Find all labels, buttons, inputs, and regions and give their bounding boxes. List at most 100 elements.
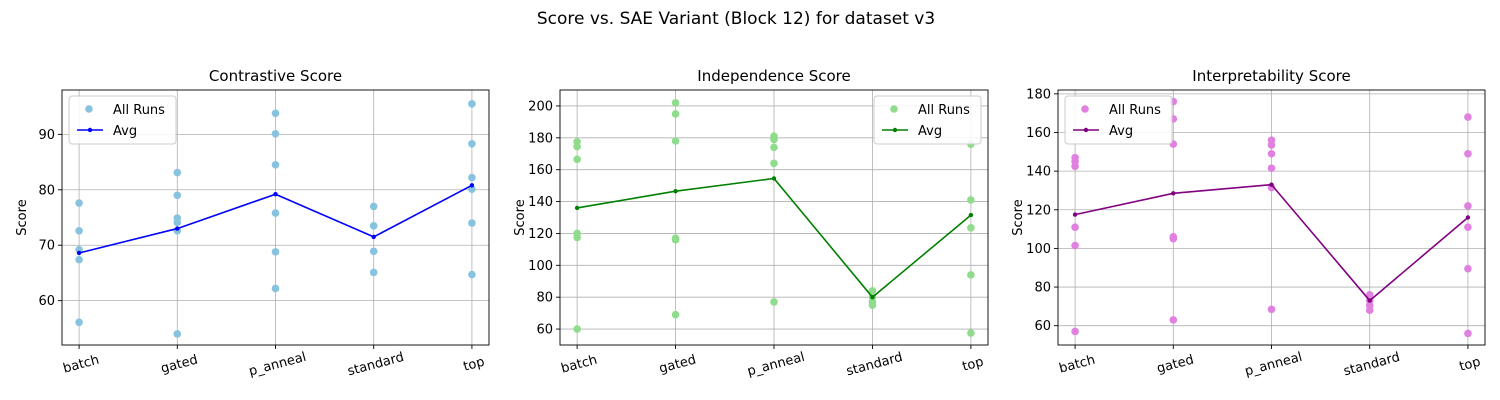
y-tick-label: 80 bbox=[536, 291, 553, 306]
run-point bbox=[573, 155, 581, 164]
x-tick-label: gated bbox=[1155, 353, 1195, 377]
run-point bbox=[868, 287, 877, 295]
legend-avg-label: Avg bbox=[1109, 124, 1133, 139]
y-tick-label: 160 bbox=[1026, 126, 1051, 141]
y-tick-label: 180 bbox=[1026, 87, 1051, 102]
run-point bbox=[671, 310, 680, 319]
run-point bbox=[770, 143, 778, 152]
y-tick-label: 60 bbox=[1034, 319, 1051, 334]
run-point bbox=[271, 129, 280, 138]
run-point bbox=[1071, 241, 1079, 250]
y-tick-label: 100 bbox=[528, 259, 553, 274]
independence-title: Independence Score bbox=[697, 67, 850, 85]
avg-point bbox=[1072, 212, 1078, 217]
run-point bbox=[1169, 316, 1178, 324]
legend-box bbox=[68, 95, 177, 145]
x-tick-label: top bbox=[462, 355, 486, 375]
run-point bbox=[468, 173, 476, 182]
legend-avg-label: Avg bbox=[113, 124, 137, 139]
y-tick-label: 140 bbox=[1026, 165, 1051, 180]
run-point bbox=[75, 255, 83, 264]
run-point bbox=[271, 161, 280, 169]
run-point bbox=[573, 142, 581, 151]
run-point bbox=[1267, 305, 1276, 314]
legend-runs-marker bbox=[85, 105, 93, 113]
y-axis-label: Score bbox=[1011, 199, 1026, 235]
x-tick-label: p_anneal bbox=[1243, 350, 1304, 380]
avg-point bbox=[574, 205, 580, 211]
run-point bbox=[1071, 327, 1079, 336]
y-tick-label: 80 bbox=[1034, 281, 1051, 296]
run-point bbox=[671, 98, 680, 107]
run-point bbox=[671, 110, 680, 118]
x-tick-label: gated bbox=[159, 353, 199, 377]
avg-point bbox=[76, 250, 82, 256]
y-tick-label: 140 bbox=[528, 195, 553, 210]
run-point bbox=[967, 271, 975, 279]
interpretability-panel: Interpretability Score 60 80 100 120 140 160 18… bbox=[1011, 67, 1486, 380]
run-point bbox=[1365, 306, 1374, 315]
run-point bbox=[468, 219, 476, 227]
legend-avg-label: Avg bbox=[918, 124, 942, 139]
x-tick-label: top bbox=[961, 355, 985, 375]
x-tick-label: gated bbox=[658, 353, 698, 377]
run-point bbox=[1464, 113, 1472, 121]
run-point bbox=[271, 248, 280, 256]
y-axis-label: Score bbox=[513, 199, 528, 235]
y-tick-label: 60 bbox=[536, 323, 553, 338]
x-tick-label: p_anneal bbox=[746, 350, 807, 380]
run-point bbox=[369, 247, 378, 256]
contrastive-legend: All Runs Avg bbox=[68, 95, 177, 145]
contrastive-panel: Contrastive Score 60 70 80 90 batch gated p_ann… bbox=[15, 67, 490, 380]
run-point bbox=[173, 218, 182, 227]
run-point bbox=[173, 191, 182, 200]
run-point bbox=[75, 245, 83, 254]
run-point bbox=[271, 209, 280, 217]
y-tick-label: 180 bbox=[528, 131, 553, 146]
avg-point bbox=[1367, 298, 1372, 303]
y-tick-label: 120 bbox=[1026, 203, 1051, 218]
run-point bbox=[1267, 141, 1276, 149]
legend-avg-marker bbox=[87, 127, 93, 133]
x-tick-label: standard bbox=[845, 350, 905, 379]
legend-box bbox=[873, 95, 982, 145]
run-point bbox=[1071, 223, 1079, 231]
x-tick-label: batch bbox=[62, 353, 101, 377]
avg-point bbox=[870, 294, 875, 300]
run-point bbox=[75, 227, 83, 235]
run-point bbox=[468, 139, 476, 148]
avg-point bbox=[771, 176, 777, 181]
avg-point bbox=[273, 192, 278, 197]
y-tick-label: 100 bbox=[1026, 242, 1051, 257]
y-tick-label: 120 bbox=[528, 227, 553, 242]
interpretability-legend: All Runs Avg bbox=[1064, 95, 1173, 145]
avg-point bbox=[175, 226, 180, 231]
run-point bbox=[75, 199, 83, 207]
run-point bbox=[468, 270, 476, 279]
x-tick-label: p_anneal bbox=[247, 350, 308, 380]
run-point bbox=[770, 159, 778, 168]
run-point bbox=[173, 168, 182, 177]
run-point bbox=[770, 135, 778, 144]
run-point bbox=[468, 100, 476, 108]
run-point bbox=[271, 109, 280, 118]
run-point bbox=[1464, 223, 1472, 231]
y-tick-label: 70 bbox=[38, 239, 55, 254]
y-tick-label: 160 bbox=[528, 163, 553, 178]
run-point bbox=[1464, 149, 1472, 158]
figure-title: Score vs. SAE Variant (Block 12) for dat… bbox=[537, 9, 935, 29]
legend-runs-label: All Runs bbox=[1109, 103, 1161, 118]
legend-runs-label: All Runs bbox=[918, 103, 970, 118]
run-point bbox=[468, 185, 476, 194]
run-point bbox=[271, 284, 280, 293]
legend-runs-label: All Runs bbox=[113, 103, 165, 118]
avg-point bbox=[469, 183, 475, 188]
run-point bbox=[369, 202, 378, 211]
run-point bbox=[1464, 264, 1472, 273]
avg-point bbox=[1171, 191, 1176, 196]
x-tick-label: batch bbox=[1058, 353, 1097, 377]
y-tick-label: 80 bbox=[38, 183, 55, 198]
legend-avg-marker bbox=[1083, 127, 1089, 133]
interpretability-title: Interpretability Score bbox=[1192, 67, 1350, 85]
run-point bbox=[1365, 290, 1374, 299]
